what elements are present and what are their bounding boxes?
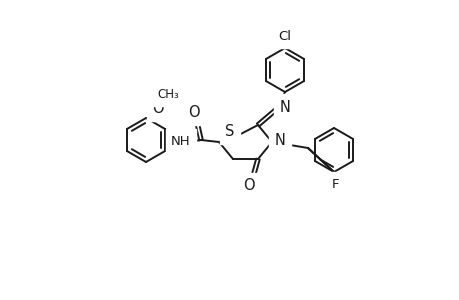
Text: O: O: [188, 104, 199, 119]
Text: N: N: [279, 100, 290, 115]
Text: O: O: [243, 178, 254, 194]
Text: F: F: [331, 178, 339, 190]
Text: N: N: [274, 133, 285, 148]
Text: S: S: [225, 124, 234, 139]
Text: NH: NH: [171, 134, 190, 148]
Text: Cl: Cl: [278, 29, 291, 43]
Text: O: O: [152, 100, 163, 116]
Text: CH₃: CH₃: [157, 88, 179, 100]
